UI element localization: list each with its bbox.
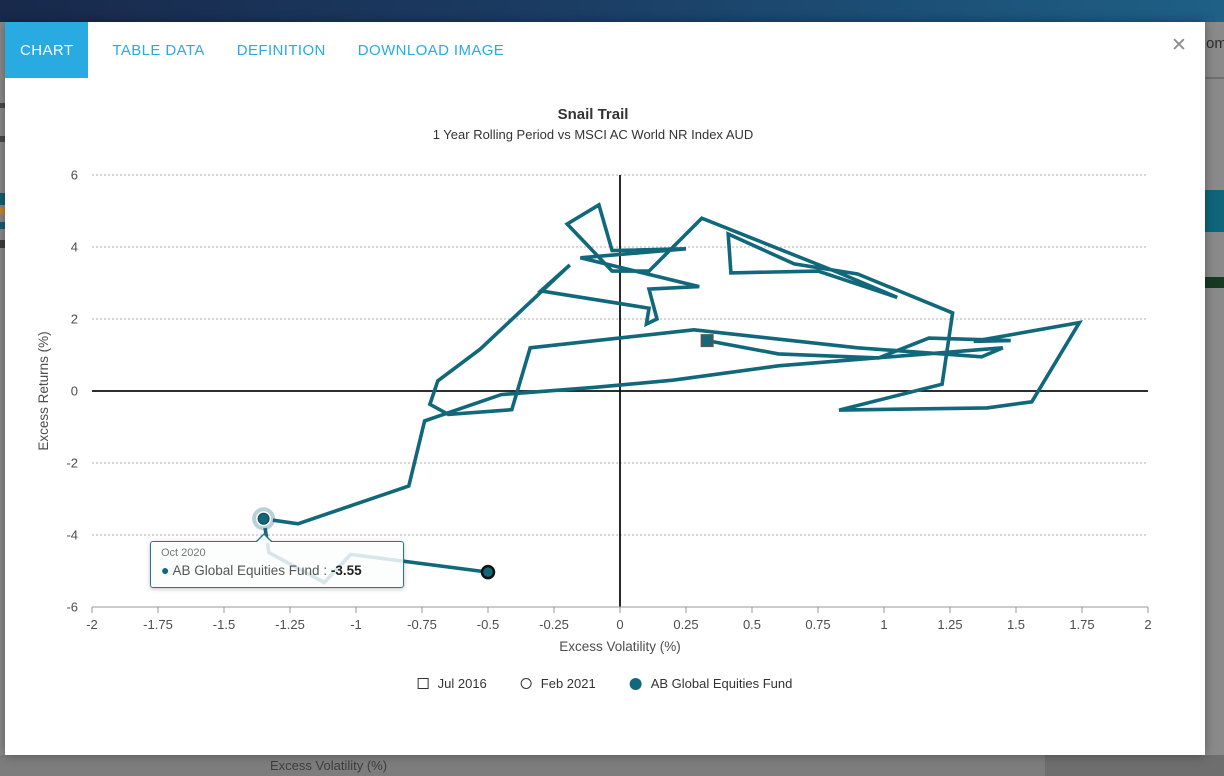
legend-item-jul-2016[interactable]: Jul 2016 — [417, 676, 487, 691]
snail-trail-line[interactable] — [261, 202, 1083, 585]
background-axis-label: Excess Volatility (%) — [270, 758, 388, 773]
tooltip-separator: : — [319, 563, 331, 578]
x-tick-label: -1.75 — [143, 617, 173, 632]
tooltip-body: ● AB Global Equities Fund : -3.55 — [161, 562, 362, 578]
tab-table-data[interactable]: TABLE DATA — [112, 41, 205, 59]
legend-label: AB Global Equities Fund — [650, 676, 793, 691]
end-point-circle[interactable] — [480, 564, 496, 580]
x-tick-label: 1.75 — [1069, 617, 1094, 632]
close-icon[interactable]: ✕ — [1171, 35, 1187, 56]
x-tick-label: -0.75 — [407, 617, 437, 632]
y-axis-title: Excess Returns (%) — [36, 331, 51, 450]
x-tick-label: -2 — [86, 617, 98, 632]
background-fragment — [0, 222, 5, 229]
background-left-edge — [0, 22, 5, 755]
chart-title: Snail Trail — [557, 106, 629, 123]
background-fragment — [0, 208, 5, 214]
y-tick-label: -4 — [66, 528, 78, 543]
tab-definition[interactable]: DEFINITION — [236, 41, 326, 59]
tab-chart[interactable]: CHART — [5, 22, 89, 78]
x-tick-label: -1.25 — [275, 617, 305, 632]
background-dark-corner — [1045, 755, 1224, 776]
tooltip-date: Oct 2020 — [161, 547, 206, 559]
legend-item-fund[interactable]: AB Global Equities Fund — [629, 676, 793, 691]
background-fragment — [0, 193, 5, 205]
end-circle-marker-icon — [520, 678, 532, 689]
background-browser-bar — [0, 0, 1224, 22]
background-divider — [1205, 77, 1224, 79]
tooltip-series-name: AB Global Equities Fund — [172, 563, 320, 578]
x-tick-label: -1 — [350, 617, 362, 632]
x-tick-label: 1.5 — [1007, 617, 1025, 632]
x-tick-label: 0.25 — [673, 617, 698, 632]
background-green-block — [1205, 277, 1224, 288]
x-tick-label: 0.5 — [743, 617, 761, 632]
x-tick-label: 0.75 — [805, 617, 830, 632]
tooltip-series-bullet-icon: ● — [161, 562, 170, 578]
background-bottom-edge: Excess Volatility (%) — [0, 755, 1224, 776]
x-tick-label: 2 — [1144, 617, 1151, 632]
legend-item-feb-2021[interactable]: Feb 2021 — [520, 676, 596, 691]
legend-label: Feb 2021 — [540, 676, 596, 691]
legend-label: Jul 2016 — [437, 676, 487, 691]
x-tick-label: 1 — [880, 617, 887, 632]
y-tick-label: -2 — [66, 456, 78, 471]
x-tick-label: -0.25 — [539, 617, 569, 632]
y-tick-label: 2 — [71, 312, 78, 327]
hovered-point[interactable] — [257, 512, 270, 525]
chart-legend: Jul 2016 Feb 2021 AB Global Equities Fun… — [417, 676, 793, 691]
start-point-square[interactable] — [700, 334, 714, 348]
tooltip-value: -3.55 — [330, 563, 362, 578]
background-fragment — [0, 136, 5, 142]
x-tick-label: 1.25 — [937, 617, 962, 632]
background-fragment — [0, 240, 5, 248]
x-axis-title: Excess Volatility (%) — [559, 639, 681, 654]
start-square-marker-icon — [417, 678, 429, 689]
snail-trail-chart: 6 4 2 0 -2 -4 -6 -2 -1.75 -1.5 -1.25 -1 -0.75 -0.5 -0.… — [36, 168, 1152, 655]
chart-tooltip: Oct 2020 ● AB Global Equities Fund : -3.… — [150, 533, 404, 588]
y-tick-label: 4 — [71, 240, 78, 255]
x-tick-label: 0 — [616, 617, 623, 632]
background-right-edge: om — [1205, 22, 1224, 755]
y-tick-label: 6 — [71, 168, 78, 183]
chart-modal-dialog: CHART TABLE DATA DEFINITION DOWNLOAD IMA… — [5, 22, 1205, 755]
background-partial-text: om — [1206, 35, 1224, 52]
background-teal-block — [1205, 190, 1224, 232]
chart-subtitle: 1 Year Rolling Period vs MSCI AC World N… — [432, 127, 754, 142]
x-tick-label: -0.5 — [477, 617, 499, 632]
tab-download-image[interactable]: DOWNLOAD IMAGE — [357, 41, 505, 59]
fund-dot-marker-icon — [629, 677, 642, 690]
y-tick-label: 0 — [71, 384, 78, 399]
tab-bar: CHART TABLE DATA DEFINITION DOWNLOAD IMA… — [5, 22, 520, 78]
y-tick-label: -6 — [66, 600, 78, 615]
background-fragment — [0, 103, 5, 108]
x-tick-label: -1.5 — [213, 617, 235, 632]
